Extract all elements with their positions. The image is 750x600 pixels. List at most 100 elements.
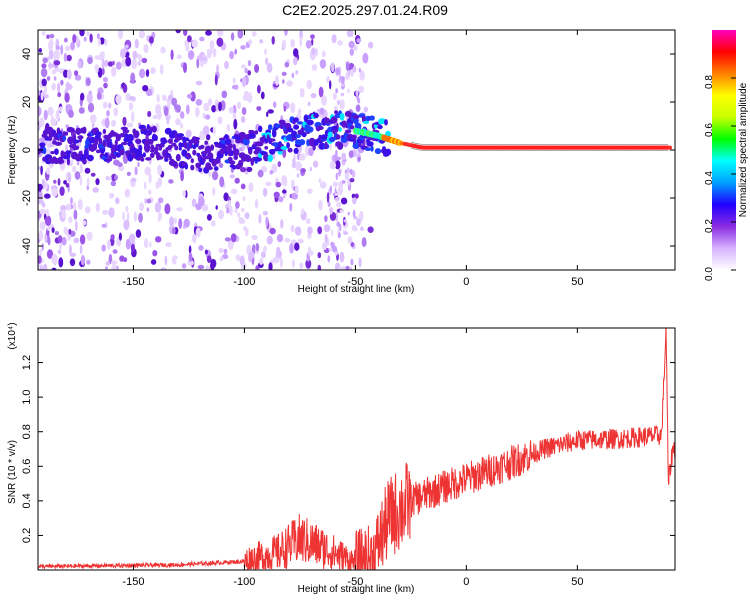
spectrogram-x-label: Height of straight line (km) xyxy=(298,284,415,295)
spectrogram-band-blob xyxy=(192,136,200,141)
spectrogram-noise-blob xyxy=(352,66,357,73)
spectrogram-band-blob xyxy=(200,144,205,150)
spectrogram-noise-blob xyxy=(133,211,138,222)
spectrogram-noise-blob xyxy=(336,202,342,208)
spectrogram-noise-blob xyxy=(138,212,143,223)
spectrogram-noise-blob xyxy=(86,93,93,104)
spectrogram-noise-blob xyxy=(51,115,54,123)
spectrogram-noise-blob xyxy=(126,212,130,223)
spectrogram-ridge-edge xyxy=(410,141,669,145)
spectrogram-noise-blob xyxy=(368,41,374,49)
spectrogram-noise-blob xyxy=(327,255,331,263)
spectrogram-noise-blob xyxy=(230,233,237,243)
spectrogram-noise-blob xyxy=(357,156,361,162)
spectrogram-noise-blob xyxy=(65,45,71,52)
y-tick-label: 20 xyxy=(21,96,33,108)
spectrogram-noise-blob xyxy=(257,84,261,94)
spectrogram-noise-blob xyxy=(334,196,340,201)
spectrogram-noise-blob xyxy=(209,40,215,50)
spectrogram-noise-blob xyxy=(338,266,342,270)
spectrogram-noise-blob xyxy=(240,167,247,173)
spectrogram-noise-blob xyxy=(152,250,158,257)
spectrogram-noise-blob xyxy=(282,189,287,194)
spectrogram-noise-blob xyxy=(55,45,60,51)
spectrogram-noise-blob xyxy=(85,77,91,87)
spectrogram-noise-blob xyxy=(142,85,149,92)
spectrogram-noise-blob xyxy=(74,171,81,180)
spectrogram-band-blob xyxy=(293,117,299,123)
spectrogram-band-blob xyxy=(164,127,172,135)
spectrogram-noise-blob xyxy=(69,252,77,257)
snr-axes: -150 -100 -50 0 50 0.2 0.4 0.6 0.8 1.0 1.2 xyxy=(21,328,675,588)
spectrogram-band-blob xyxy=(72,134,77,142)
spectrogram-noise-blob xyxy=(214,74,218,86)
spectrogram-noise-blob xyxy=(74,70,79,76)
spectrogram-band-blob xyxy=(352,114,360,120)
spectrogram-noise-blob xyxy=(80,92,85,101)
spectrogram-noise-blob xyxy=(299,30,303,40)
spectrogram-noise-blob xyxy=(125,44,129,49)
spectrogram-noise-blob xyxy=(150,259,157,265)
spectrogram-noise-blob xyxy=(73,209,78,220)
spectrogram-noise-blob xyxy=(297,108,302,116)
spectrogram-noise-blob xyxy=(110,180,117,187)
spectrogram-noise-blob xyxy=(128,102,134,111)
spectrogram-noise-blob xyxy=(49,38,54,50)
spectrogram-band-blob xyxy=(306,126,314,133)
spectrogram-noise-blob xyxy=(201,203,209,212)
spectrogram-noise-blob xyxy=(229,50,235,60)
spectrogram-noise-blob xyxy=(215,102,219,112)
spectrogram-band-blob xyxy=(77,135,84,140)
spectrogram-noise-blob xyxy=(333,105,338,112)
spectrogram-noise-blob xyxy=(185,129,192,138)
spectrogram-noise-blob xyxy=(338,168,341,177)
x-tick-label: 0 xyxy=(463,576,469,588)
spectrogram-noise-blob xyxy=(112,60,115,66)
spectrogram-noise-blob xyxy=(243,226,247,231)
spectrogram-noise-blob xyxy=(348,150,354,159)
spectrogram-band-blob xyxy=(326,117,331,125)
spectrogram-noise-blob xyxy=(178,218,183,229)
spectrogram-noise-blob xyxy=(295,70,299,75)
spectrogram-noise-blob xyxy=(101,58,105,70)
spectrogram-band-blob xyxy=(358,143,362,148)
spectrogram-noise-blob xyxy=(240,45,246,50)
spectrogram-noise-blob xyxy=(284,30,288,36)
x-tick-label: -50 xyxy=(347,576,363,588)
spectrogram-noise-blob xyxy=(227,239,234,251)
spectrogram-noise-blob xyxy=(357,98,361,104)
spectrogram-noise-blob xyxy=(221,254,229,260)
spectrogram-noise-blob xyxy=(182,190,186,197)
spectrogram-noise-blob xyxy=(324,233,328,244)
spectrogram-noise-blob xyxy=(210,258,217,268)
spectrogram-noise-blob xyxy=(45,148,51,156)
spectrogram-noise-blob xyxy=(97,38,101,47)
spectrogram-noise-blob xyxy=(104,59,109,67)
spectrogram-noise-blob xyxy=(218,247,224,254)
spectrogram-noise-blob xyxy=(265,181,272,186)
spectrogram-noise-blob xyxy=(290,38,295,48)
spectrogram-noise-blob xyxy=(324,215,328,223)
spectrogram-noise-blob xyxy=(134,166,138,176)
x-tick-label: -150 xyxy=(122,576,144,588)
spectrogram-noise-blob xyxy=(54,231,60,236)
spectrogram-noise-blob xyxy=(305,218,311,225)
spectrogram-noise-blob xyxy=(217,116,223,125)
spectrogram-noise-blob xyxy=(239,255,245,266)
spectrogram-noise-blob xyxy=(238,216,244,224)
spectrogram-noise-blob xyxy=(339,209,344,214)
spectrogram-noise-blob xyxy=(40,91,44,101)
spectrogram-noise-blob xyxy=(191,198,197,207)
spectrogram-noise-blob xyxy=(148,189,152,195)
spectrogram-noise-blob xyxy=(329,143,332,151)
spectrogram-noise-blob xyxy=(144,197,148,204)
spectrogram-noise-blob xyxy=(186,104,190,115)
spectrogram-noise-blob xyxy=(331,229,334,236)
spectrogram-noise-blob xyxy=(171,97,178,106)
y-tick-label: 1.2 xyxy=(21,355,33,370)
spectrogram-noise-blob xyxy=(216,37,224,47)
spectrogram-band-blob xyxy=(115,152,122,158)
spectrogram-noise-blob xyxy=(206,49,212,59)
spectrogram-band-blob xyxy=(267,154,273,162)
spectrogram-noise-blob xyxy=(42,57,48,64)
